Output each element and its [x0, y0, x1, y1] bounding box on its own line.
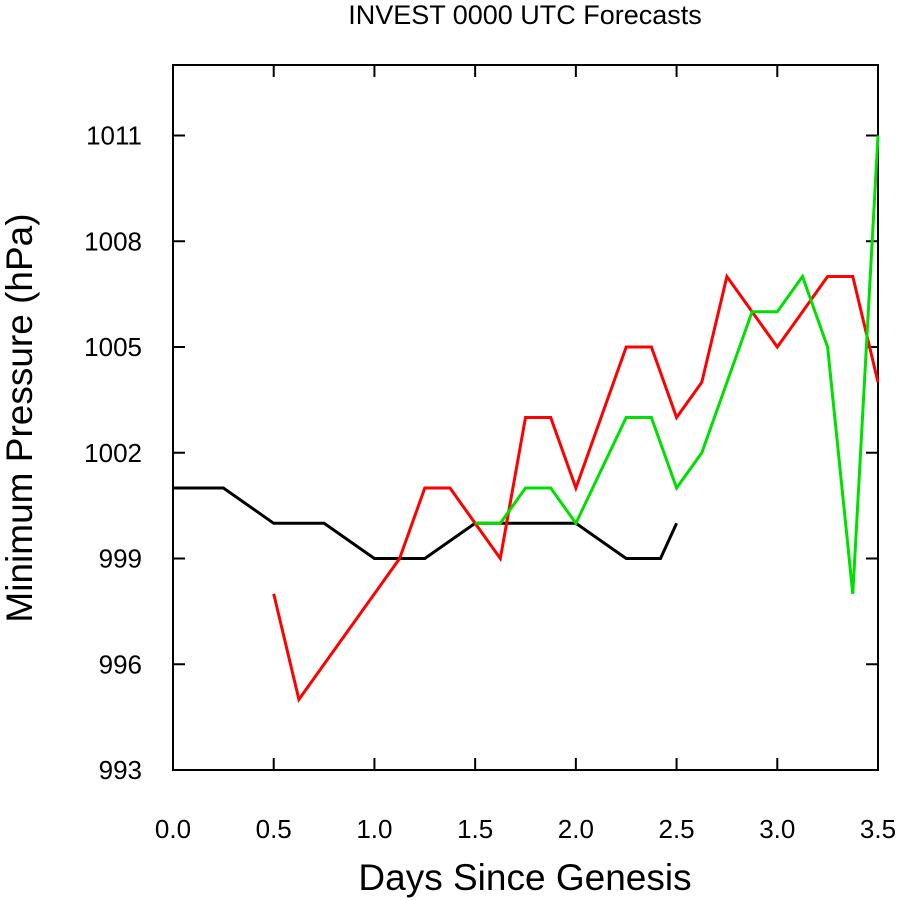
series-line-2	[272, 272, 880, 704]
x-tick-label: 1.0	[356, 814, 392, 844]
y-tick-label: 1002	[84, 438, 142, 468]
y-tick-label: 1005	[84, 332, 142, 362]
x-tick-label: 2.0	[558, 814, 594, 844]
x-tick-label: 0.5	[256, 814, 292, 844]
series-lines	[173, 135, 880, 704]
y-tick-label: 1008	[84, 226, 142, 256]
x-tick-label: 3.0	[759, 814, 795, 844]
chart-title: INVEST 0000 UTC Forecasts	[348, 0, 702, 30]
plot-frame	[172, 64, 879, 771]
series-line-3	[475, 135, 880, 594]
tick-labels: 0.0 0.5 1.0 1.5 2.0 2.5 3.0 3.5 993 996 999 1002 100…	[84, 121, 896, 845]
y-tick-label: 999	[99, 544, 142, 574]
x-tick-label: 1.5	[457, 814, 493, 844]
x-axis-label: Days Since Genesis	[358, 857, 691, 898]
y-axis-label: Minimum Pressure (hPa)	[0, 213, 40, 622]
y-tick-label: 996	[99, 649, 142, 679]
x-tick-label: 2.5	[658, 814, 694, 844]
y-tick-label: 1011	[86, 121, 142, 151]
series-line-1	[173, 486, 678, 560]
y-tick-label: 993	[99, 755, 142, 785]
x-tick-label: 3.5	[860, 814, 896, 844]
x-tick-label: 0.0	[155, 814, 191, 844]
